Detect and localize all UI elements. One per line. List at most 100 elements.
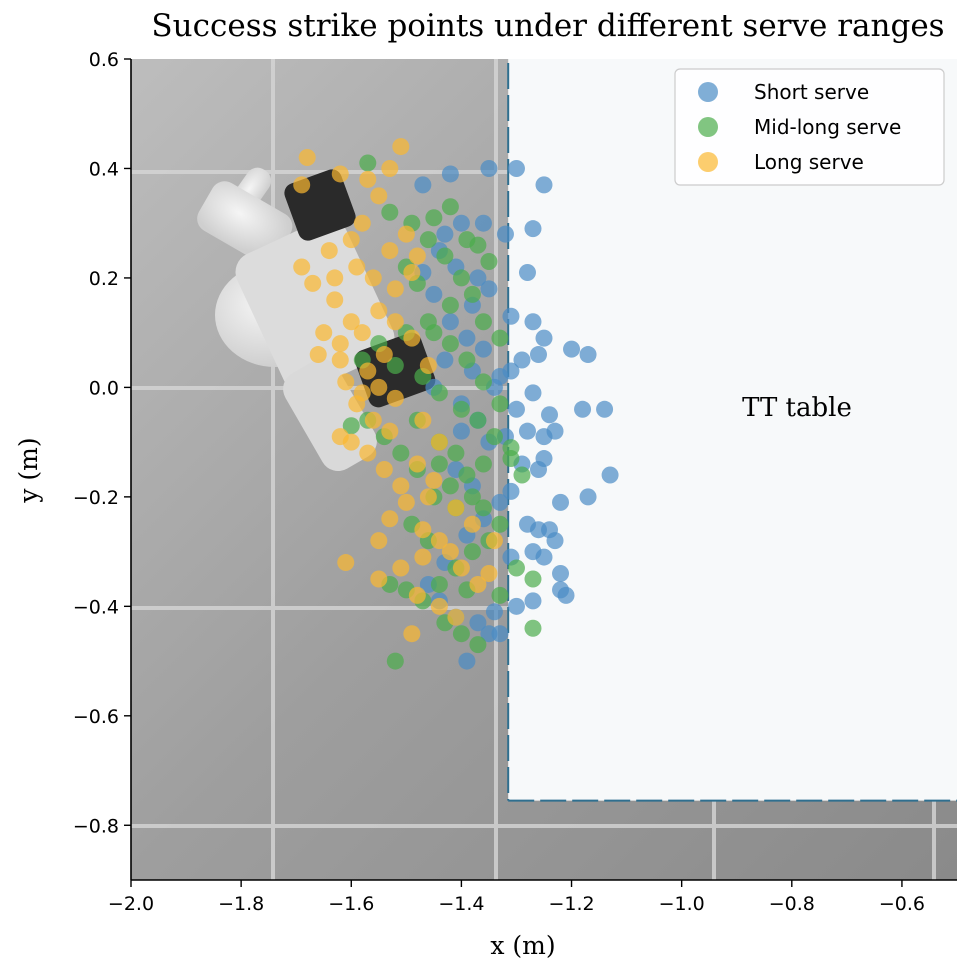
scatter-point [408, 586, 426, 604]
scatter-point [364, 411, 382, 429]
scatter-point [392, 477, 410, 495]
scatter-point [502, 482, 520, 500]
scatter-point [370, 187, 388, 205]
scatter-point [408, 455, 426, 473]
scatter-point [480, 564, 498, 582]
chart-title: Success strike points under different se… [151, 8, 944, 44]
annotation-label: TT table [742, 393, 852, 423]
scatter-point [331, 335, 349, 353]
y-tick-label: −0.2 [73, 487, 119, 509]
scatter-point [474, 313, 492, 331]
scatter-point [436, 247, 454, 265]
scatter-point [474, 340, 492, 358]
scatter-point [414, 411, 432, 429]
scatter-point [419, 231, 437, 249]
scatter-point [397, 225, 415, 243]
scatter-point [386, 652, 404, 670]
scatter-point [524, 570, 542, 588]
scatter-point [337, 373, 355, 391]
scatter-point [485, 603, 503, 621]
legend-marker-long [698, 152, 718, 172]
scatter-point [474, 499, 492, 517]
scatter-point [430, 433, 448, 451]
scatter-point [370, 532, 388, 550]
scatter-point [535, 176, 553, 194]
scatter-point [392, 138, 410, 156]
x-tick-label: −0.6 [879, 893, 925, 915]
y-tick-label: 0.0 [89, 377, 119, 399]
scatter-point [535, 548, 553, 566]
scatter-point [524, 619, 542, 637]
scatter-point [348, 258, 366, 276]
scatter-point [502, 307, 520, 325]
axes [130, 59, 957, 881]
scatter-point [441, 296, 459, 314]
scatter-point [447, 499, 465, 517]
scatter-point [353, 214, 371, 232]
scatter-point [414, 548, 432, 566]
x-tick-label: −1.6 [328, 893, 374, 915]
scatter-point [458, 329, 476, 347]
scatter-point [535, 329, 553, 347]
scatter-point [452, 559, 470, 577]
scatter-point [419, 488, 437, 506]
scatter-point [491, 515, 509, 533]
scatter-point [601, 466, 619, 484]
scatter-point [507, 159, 525, 177]
scatter-point [491, 329, 509, 347]
y-ticks: −0.8 −0.6 −0.4 −0.2 0.0 0.2 0.4 0.6 [73, 49, 131, 837]
scatter-point [474, 214, 492, 232]
scatter-point [524, 592, 542, 610]
data-points [293, 138, 619, 670]
scatter-point [507, 400, 525, 418]
scatter-point [359, 444, 377, 462]
scatter-point [408, 247, 426, 265]
legend-label-short: Short serve [754, 80, 869, 104]
scatter-point [381, 242, 399, 260]
scatter-point [524, 313, 542, 331]
scatter-point [386, 313, 404, 331]
x-tick-label: −1.8 [218, 893, 264, 915]
scatter-point [364, 269, 382, 287]
scatter-point [469, 636, 487, 654]
scatter-point [425, 471, 443, 489]
scatter-point [353, 384, 371, 402]
scatter-point [326, 291, 344, 309]
scatter-point [331, 165, 349, 183]
scatter-point [452, 214, 470, 232]
scatter-point [480, 253, 498, 271]
scatter-point [315, 324, 333, 342]
scatter-point [441, 335, 459, 353]
y-tick-label: −0.8 [73, 815, 119, 837]
scatter-point [452, 422, 470, 440]
scatter-point [474, 373, 492, 391]
y-axis-label: y (m) [14, 437, 43, 503]
scatter-point [441, 477, 459, 495]
scatter-point [375, 461, 393, 478]
scatter-point [375, 346, 393, 364]
scatter-point [474, 455, 492, 473]
x-ticks: −2.0 −1.8 −1.6 −1.4 −1.2 −1.0 −0.8 −0.6 [108, 880, 925, 915]
x-tick-label: −1.4 [438, 893, 484, 915]
scatter-point [463, 488, 481, 506]
scatter-point [430, 384, 448, 402]
scatter-point [507, 597, 525, 615]
scatter-point [469, 614, 487, 632]
legend-box [674, 68, 945, 186]
y-tick-label: 0.2 [89, 268, 119, 290]
x-tick-label: −2.0 [108, 893, 154, 915]
scatter-point [320, 242, 338, 260]
scatter-point [552, 493, 570, 511]
robot-image [197, 167, 436, 472]
scatter-point [463, 543, 481, 561]
scatter-point [425, 209, 443, 227]
scatter-point [524, 220, 542, 238]
scatter-point [496, 225, 514, 243]
scatter-point [469, 269, 487, 287]
scatter-point [293, 258, 311, 276]
scatter-point [342, 313, 360, 331]
scatter-point [563, 340, 581, 358]
scatter-point [403, 329, 421, 347]
scatter-point [436, 225, 454, 243]
x-axis-label: x (m) [490, 931, 555, 960]
